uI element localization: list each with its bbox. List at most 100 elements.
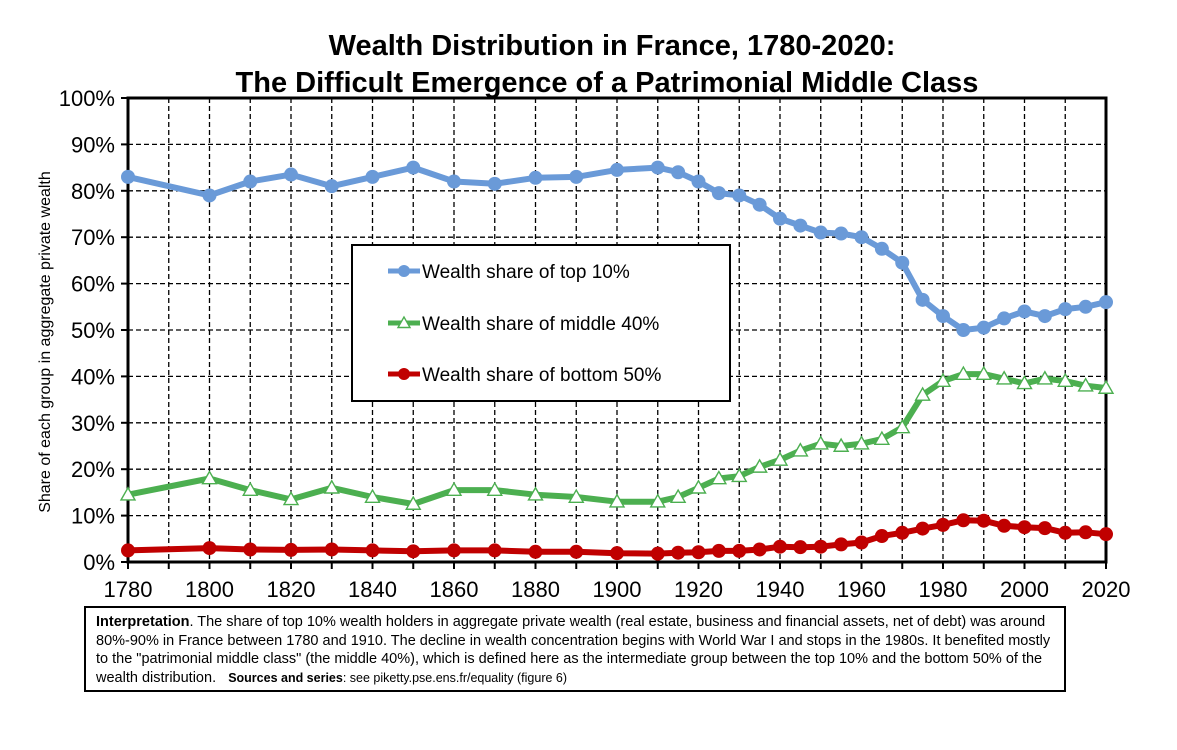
data-point <box>364 488 381 503</box>
legend-label: Wealth share of middle 40% <box>422 314 659 335</box>
data-point <box>895 525 910 540</box>
series-circle-C00000 <box>121 513 1113 561</box>
y-tick-label: 0% <box>83 550 115 575</box>
data-point <box>1037 309 1052 324</box>
series-circle-6A9AD8 <box>121 160 1113 337</box>
interpretation-text: . The share of top 10% wealth holders in… <box>96 614 1051 686</box>
data-point <box>242 481 259 497</box>
data-point <box>447 174 461 189</box>
data-point <box>1097 379 1115 394</box>
data-point <box>690 479 707 494</box>
interpretation-label: Interpretation <box>96 614 190 630</box>
legend: Wealth share of top 10% Wealth share of m… <box>351 244 731 402</box>
data-point <box>1058 302 1073 317</box>
data-point <box>1078 299 1093 314</box>
data-point <box>976 513 991 528</box>
data-point <box>528 544 543 559</box>
data-point <box>955 365 972 381</box>
data-point <box>282 490 300 506</box>
legend-marker <box>396 315 412 329</box>
x-tick-label: 1900 <box>593 577 642 602</box>
series-lines <box>119 160 1115 561</box>
data-point <box>406 544 421 559</box>
data-point <box>608 493 626 508</box>
data-point <box>202 188 217 203</box>
y-tick-label: 50% <box>71 318 115 343</box>
data-point <box>569 544 584 559</box>
data-point <box>447 543 461 558</box>
y-tick-label: 40% <box>71 364 115 389</box>
data-point <box>650 546 665 561</box>
data-point <box>202 541 217 556</box>
data-point <box>832 437 850 452</box>
data-point <box>813 539 828 554</box>
data-point <box>445 481 463 497</box>
legend-marker <box>398 368 410 380</box>
data-point <box>1017 304 1032 319</box>
wealth-distribution-chart: Wealth Distribution in France, 1780-2020… <box>37 30 1130 602</box>
legend-label: Wealth share of top 10% <box>422 262 630 283</box>
data-point <box>1036 370 1054 385</box>
data-point <box>1057 372 1074 387</box>
data-point <box>487 176 502 191</box>
chart-subtitle: The Difficult Emergence of a Patrimonial… <box>236 67 979 99</box>
data-point <box>834 226 849 241</box>
interpretation-note: Interpretation. The share of top 10% wea… <box>84 606 1066 692</box>
data-point <box>773 539 787 554</box>
data-point <box>365 543 380 558</box>
x-tick-label: 1940 <box>756 577 805 602</box>
data-point <box>324 542 339 557</box>
legend-label: Wealth share of bottom 50% <box>422 365 661 386</box>
data-point <box>915 521 930 536</box>
data-point <box>793 540 808 555</box>
data-point <box>1017 520 1032 535</box>
y-tick-label: 90% <box>71 132 115 157</box>
y-axis-ticks: 0% 10% 20% 30% 40% 50% 60% 70% 80% 90% 100% <box>59 86 128 575</box>
y-tick-label: 10% <box>71 504 115 529</box>
data-point <box>405 495 422 510</box>
data-point <box>894 419 911 434</box>
x-tick-label: 1780 <box>104 577 153 602</box>
legend-item: Wealth share of top 10% <box>388 262 630 283</box>
data-point <box>119 486 137 501</box>
data-point <box>711 186 726 201</box>
data-point <box>671 165 686 180</box>
data-point <box>752 542 767 557</box>
data-point <box>324 179 339 194</box>
chart-title: Wealth Distribution in France, 1780-2020… <box>329 30 896 62</box>
data-point <box>934 372 952 387</box>
data-point <box>365 169 380 184</box>
data-point <box>997 311 1012 326</box>
y-tick-label: 20% <box>71 457 115 482</box>
data-point <box>649 493 666 508</box>
data-point <box>569 169 584 184</box>
x-tick-label: 1840 <box>348 577 397 602</box>
data-point <box>669 488 687 503</box>
legend-item: Wealth share of bottom 50% <box>388 365 661 386</box>
data-point <box>610 162 624 177</box>
y-tick-label: 30% <box>71 411 115 436</box>
legend-marker <box>398 265 410 277</box>
data-point <box>323 479 340 494</box>
data-point <box>732 188 747 203</box>
data-point <box>731 467 748 483</box>
data-point <box>1016 374 1033 390</box>
data-point <box>771 451 789 466</box>
data-point <box>976 320 991 335</box>
data-point <box>792 442 809 457</box>
data-point <box>793 218 808 233</box>
data-point <box>284 542 298 557</box>
data-point <box>711 543 726 558</box>
data-point <box>406 160 421 175</box>
data-point <box>914 386 931 401</box>
sources-label: Sources and series <box>228 670 343 685</box>
data-point <box>1077 377 1094 392</box>
data-point <box>732 543 747 558</box>
data-point <box>975 365 992 381</box>
data-point <box>812 435 829 450</box>
data-point <box>1099 527 1113 542</box>
data-point <box>610 546 624 561</box>
data-point <box>527 486 544 501</box>
data-point <box>1099 295 1113 310</box>
y-tick-label: 80% <box>71 179 115 204</box>
